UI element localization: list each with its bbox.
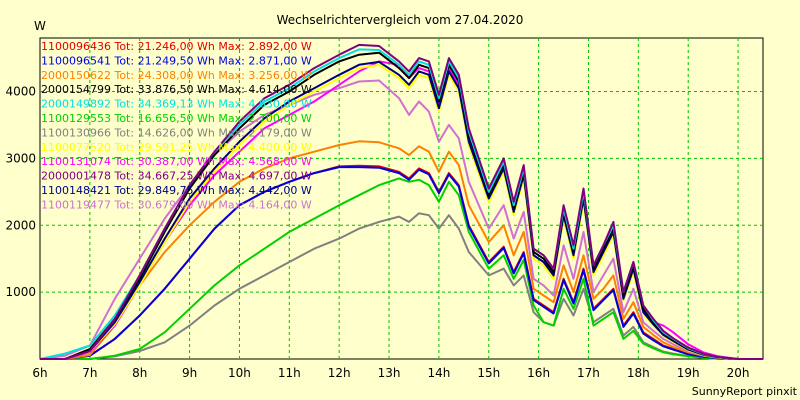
x-tick-label: 12h (328, 366, 351, 380)
x-tick-label: 20h (727, 366, 750, 380)
legend-entry: 2000154799 Tot: 33.876,50 Wh Max: 4.614,… (41, 83, 312, 96)
x-tick-label: 10h (228, 366, 251, 380)
x-tick-label: 19h (677, 366, 700, 380)
x-tick-label: 6h (32, 366, 47, 380)
y-axis-ticks: 1000 2000 3000 4000 (5, 85, 36, 300)
series-line-9 (40, 60, 763, 360)
x-tick-label: 8h (132, 366, 147, 380)
x-tick-label: 18h (627, 366, 650, 380)
x-tick-label: 14h (427, 366, 450, 380)
legend-entry: 2000150622 Tot: 24.308,00 Wh Max: 3.256,… (41, 69, 312, 82)
legend-entry: 1100077520 Tot: 29.591,25 Wh Max: 4.400,… (41, 141, 312, 154)
y-axis-label: W (34, 19, 46, 33)
legend-entry: 1100131074 Tot: 30.387,00 Wh Max: 4.568,… (41, 155, 312, 168)
x-axis-ticks: 6h 7h 8h 9h 10h 11h 12h 13h 14h 15h 16h 17h 18h 19h 20… (32, 366, 749, 380)
series-line-1 (40, 166, 763, 360)
series-line-2 (40, 140, 763, 360)
y-tick-label: 2000 (5, 218, 36, 232)
x-tick-label: 9h (182, 366, 197, 380)
legend-entry: 2000001478 Tot: 34.667,25 Wh Max: 4.697,… (41, 170, 312, 183)
x-tick-label: 13h (378, 366, 401, 380)
series-line-6 (40, 212, 763, 360)
legend-entry: 1100096541 Tot: 21.249,50 Wh Max: 2.871,… (41, 54, 312, 67)
series-line-8 (40, 43, 763, 360)
y-tick-label: 4000 (5, 85, 36, 99)
chart-title: Wechselrichtervergleich vom 27.04.2020 (277, 13, 524, 27)
legend-entry: 1100129553 Tot: 16.656,50 Wh Max: 2.700,… (41, 112, 312, 125)
series-line-5 (40, 177, 763, 360)
legend-entry: 1100119477 Tot: 30.679,00 Wh Max: 4.164,… (41, 198, 312, 211)
series-line-3 (40, 51, 763, 360)
series-line-10 (39, 79, 763, 360)
y-tick-label: 3000 (5, 151, 36, 165)
x-tick-label: 16h (527, 366, 550, 380)
legend-entry: 1100130966 Tot: 14.626,00 Wh Max: 2.179,… (41, 126, 312, 139)
legend: 1100096436 Tot: 21.246,00 Wh Max: 2.892,… (41, 40, 312, 211)
x-tick-label: 15h (477, 366, 500, 380)
y-tick-label: 1000 (5, 285, 36, 299)
legend-entry: 2000149892 Tot: 34.369,13 Wh Max: 4.630,… (41, 98, 312, 111)
legend-entry: 1100096436 Tot: 21.246,00 Wh Max: 2.892,… (41, 40, 312, 53)
x-tick-label: 17h (577, 366, 600, 380)
legend-entry: 1100148421 Tot: 29.849,75 Wh Max: 4.442,… (41, 184, 312, 197)
x-tick-label: 11h (278, 366, 301, 380)
series-lines (39, 43, 763, 360)
x-tick-label: 7h (82, 366, 97, 380)
footer-credit: SunnyReport pinxit (692, 385, 798, 398)
